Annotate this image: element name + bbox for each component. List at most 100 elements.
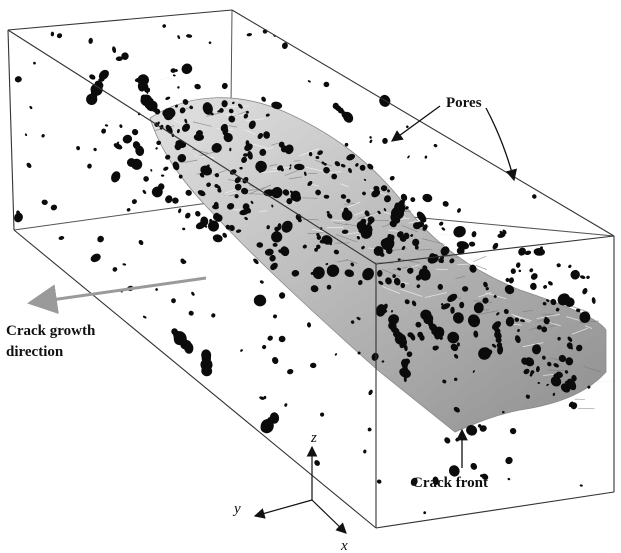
pore	[539, 246, 543, 250]
pore	[214, 173, 220, 178]
pore	[544, 316, 549, 321]
pore	[278, 249, 284, 254]
pore	[571, 374, 577, 382]
pore	[156, 140, 162, 146]
pore	[265, 113, 270, 117]
pore	[162, 24, 166, 28]
pore	[116, 141, 120, 145]
pore	[440, 246, 450, 256]
pore	[355, 163, 359, 167]
pore	[237, 103, 243, 109]
pore	[404, 344, 408, 352]
pore	[315, 189, 321, 196]
pore	[547, 361, 552, 367]
pore	[397, 267, 402, 271]
pore	[213, 212, 220, 221]
pore	[504, 284, 515, 295]
pore	[179, 107, 186, 114]
pore	[479, 425, 487, 432]
pore	[282, 189, 290, 196]
pore	[367, 427, 372, 432]
pore	[469, 241, 476, 247]
pore	[387, 189, 390, 193]
pore	[188, 310, 194, 316]
pore	[134, 77, 143, 83]
pore	[126, 158, 136, 167]
pore	[555, 371, 563, 379]
pore	[207, 220, 220, 232]
pore	[586, 275, 590, 279]
pore	[219, 108, 224, 113]
pore	[368, 389, 373, 396]
pore	[208, 41, 212, 44]
pore	[271, 187, 283, 199]
pore	[183, 342, 194, 354]
pore	[532, 194, 537, 199]
pore	[206, 182, 211, 187]
pore	[576, 308, 581, 313]
pore	[323, 194, 330, 199]
pore	[373, 246, 384, 256]
pore	[358, 280, 363, 286]
pore	[530, 273, 538, 280]
pore	[556, 263, 561, 268]
pore	[452, 312, 464, 324]
pore	[307, 180, 313, 187]
pore	[315, 155, 320, 160]
pore	[135, 145, 145, 156]
pore	[514, 335, 521, 343]
pore	[191, 291, 195, 296]
pore	[432, 476, 439, 486]
pore	[558, 354, 567, 363]
pore	[441, 303, 451, 310]
pore	[223, 132, 233, 143]
pore	[348, 167, 352, 174]
pore	[389, 220, 397, 228]
pore	[171, 298, 176, 304]
pore	[555, 307, 560, 312]
pore	[404, 299, 410, 305]
pore	[154, 108, 161, 115]
pore	[471, 231, 477, 238]
x-axis-label: x	[340, 538, 348, 553]
pore	[470, 462, 478, 470]
pore	[245, 145, 250, 149]
pore	[400, 282, 406, 289]
pore	[41, 134, 45, 138]
pore	[170, 68, 177, 73]
pore	[177, 35, 181, 40]
pore	[503, 308, 509, 315]
pore	[176, 129, 180, 134]
pore	[393, 277, 401, 286]
pore	[340, 194, 347, 199]
pore	[174, 69, 178, 72]
pore	[143, 176, 149, 182]
pore	[243, 153, 248, 157]
pore	[104, 124, 109, 127]
pore	[76, 146, 81, 151]
pore	[381, 360, 385, 363]
pore	[442, 379, 447, 384]
pore	[469, 264, 477, 273]
pore	[567, 343, 573, 349]
pore	[579, 484, 583, 487]
pore	[229, 169, 237, 175]
pore	[157, 192, 161, 195]
pore	[483, 347, 489, 352]
pore	[122, 134, 133, 144]
pore	[209, 112, 214, 116]
pore	[546, 383, 549, 387]
pore	[327, 213, 333, 219]
pore	[560, 383, 571, 393]
crack-growth-label-line1: Crack growth	[6, 323, 96, 339]
annotation-arrows	[390, 105, 518, 468]
pore	[418, 268, 431, 281]
pore	[367, 163, 374, 170]
pore	[286, 198, 293, 205]
pore	[557, 293, 570, 306]
pore	[260, 423, 271, 433]
pore	[263, 395, 267, 400]
pore	[407, 267, 414, 274]
pore	[157, 183, 165, 191]
pore	[497, 345, 504, 355]
